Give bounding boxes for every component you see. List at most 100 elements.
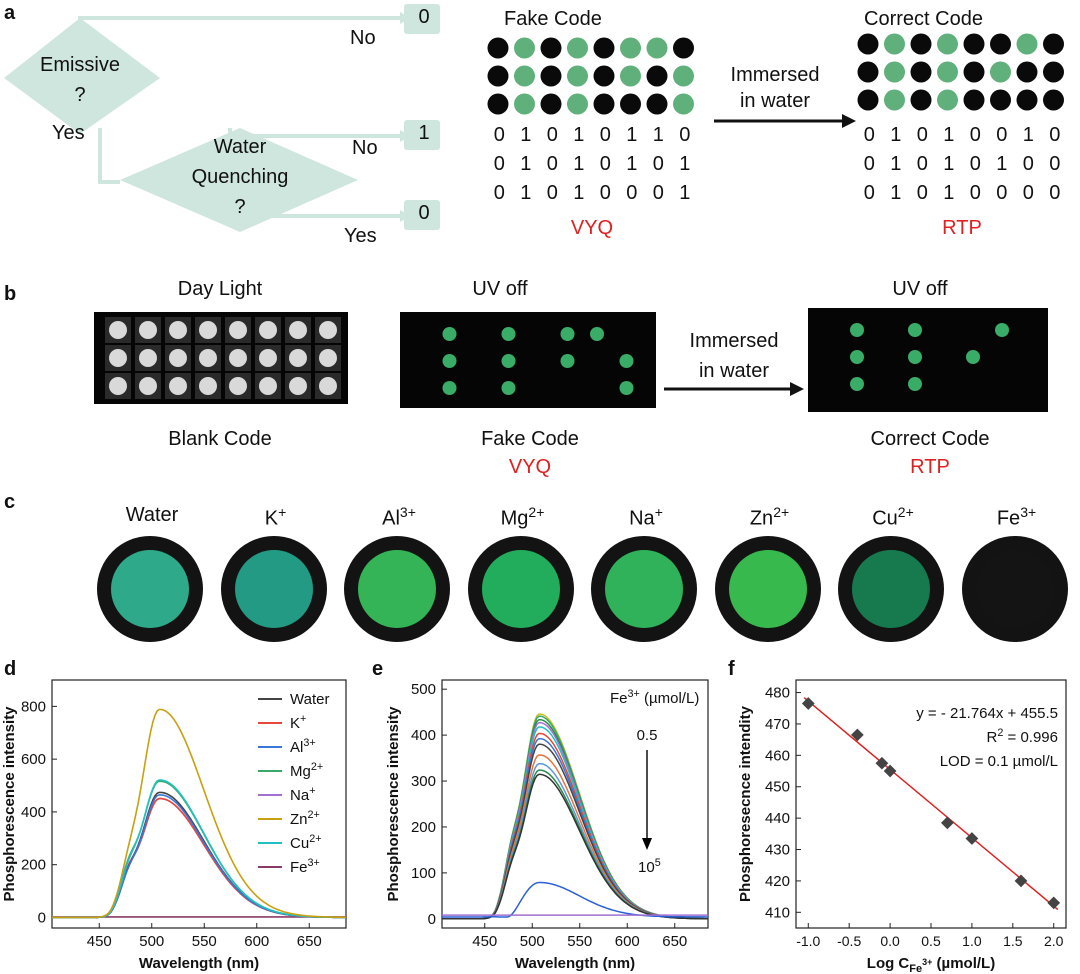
code-dot: [1016, 33, 1038, 55]
y-tick-label: 410: [765, 904, 790, 921]
code-dot: [567, 65, 588, 87]
fake-code-title: Fake Code: [504, 8, 602, 30]
ion-sample-dish: [838, 536, 944, 642]
x-tick-label: 450: [87, 933, 112, 950]
code-dot: [514, 93, 535, 115]
x-tick-label: 0.5: [921, 933, 941, 949]
code-dot: [620, 37, 641, 59]
y-tick-label: 200: [411, 819, 436, 836]
y-tick-label: 420: [765, 873, 790, 890]
y-tick-label: 500: [411, 681, 436, 698]
glowing-spot: [560, 354, 575, 368]
ion-sample-glow: [605, 550, 683, 628]
emissive-decision-diamond: [4, 18, 160, 134]
fit-lod: LOD = 0.1 µmol/L: [940, 753, 1058, 770]
code-dot: [514, 37, 535, 59]
output-box-mid: [404, 120, 440, 150]
fit-equation: y = - 21.764x + 455.5: [916, 705, 1058, 722]
correct-code-dot-grid: [857, 33, 1064, 111]
glowing-spot: [501, 381, 516, 395]
legend-label: K+: [290, 713, 306, 732]
data-point: [940, 816, 954, 830]
ion-sample-dish: [961, 536, 1068, 642]
y-tick-label: 400: [411, 727, 436, 744]
ion-sample-dish: [344, 536, 450, 642]
panel-label-e: e: [372, 658, 384, 680]
x-tick-label: 550: [192, 933, 217, 950]
code-digit: 0: [599, 182, 611, 204]
glowing-spot: [850, 377, 864, 391]
ion-sample-glow: [975, 550, 1054, 628]
concentration-arrow-head: [642, 838, 652, 850]
y-tick-label: 440: [765, 810, 790, 827]
blank-code-spot: [109, 321, 127, 339]
code-digit: 0: [916, 153, 928, 175]
blank-code-spot: [319, 377, 337, 395]
y-tick-label: 600: [21, 751, 46, 768]
data-point: [1014, 874, 1028, 888]
series-line-Zn2+: [52, 708, 346, 919]
code-digit: 1: [520, 124, 532, 146]
x-axis-label: Log CFe3+ (µmol/L): [867, 955, 995, 974]
code-digit: 0: [916, 124, 928, 146]
code-dot: [884, 33, 905, 55]
panel-label-a: a: [4, 2, 16, 24]
ion-sample-dish: [591, 536, 697, 642]
code-digit: 0: [916, 182, 928, 204]
code-dot: [1043, 89, 1064, 111]
code-dot: [593, 93, 615, 115]
blank-code-spot: [199, 377, 217, 395]
code-dot: [673, 37, 694, 59]
code-dot: [487, 37, 509, 59]
code-digit: 0: [679, 124, 691, 146]
panel-label-b: b: [4, 283, 17, 305]
water-quenching-question: Water Quenching?: [191, 136, 289, 218]
concentration-series-line: [442, 732, 708, 920]
concentration-series-line: [442, 726, 708, 920]
y-axis-label: Phosphoresecnce intendity: [737, 705, 754, 902]
code-dot: [910, 61, 932, 83]
code-digit: 1: [520, 153, 532, 175]
code-dot: [910, 33, 932, 55]
fit-line: [803, 697, 1059, 911]
x-tick-label: 1.0: [962, 933, 982, 949]
correct-code-caption: Correct Code: [870, 428, 990, 450]
code-digit: 0: [546, 182, 558, 204]
ion-sample-dish: [467, 536, 574, 642]
code-digit: 1: [943, 182, 955, 204]
fake-code-photo: [400, 312, 656, 408]
code-dot: [1043, 61, 1064, 83]
blank-code-spot: [289, 377, 307, 395]
code-dot: [540, 37, 562, 59]
chart-fe-concentration-spectra: 450 500 550 600 650 0 100 200 300 400 500 Wavelengt…: [385, 679, 709, 972]
y-tick-label: 450: [765, 779, 790, 796]
blank-code-spot: [139, 377, 157, 395]
label-yes-left: Yes: [52, 122, 85, 144]
blank-code-photo: [94, 312, 348, 404]
code-dot: [857, 33, 879, 55]
correct-code-title: Correct Code: [864, 8, 983, 30]
code-digit: 0: [863, 153, 875, 175]
code-digit: 0: [599, 124, 611, 146]
ion-sample-dish: [220, 536, 327, 642]
correct-code-word: RTP: [942, 217, 982, 239]
code-dot: [1016, 89, 1038, 111]
blank-code-spot: [169, 349, 187, 367]
glowing-spot: [850, 323, 864, 337]
x-tick-label: 650: [662, 933, 687, 950]
code-dot: [620, 93, 641, 115]
glowing-spot: [619, 381, 634, 395]
y-tick-label: 100: [411, 865, 436, 882]
code-digit: 1: [996, 153, 1008, 175]
ion-sample-label: Na+: [629, 504, 663, 530]
code-digit: 1: [573, 182, 585, 204]
code-digit: 0: [1049, 153, 1061, 175]
code-digit: 0: [546, 124, 558, 146]
blank-code-spot: [229, 321, 247, 339]
daylight-title: Day Light: [177, 278, 263, 300]
code-digit: 1: [573, 124, 585, 146]
glowing-spot: [619, 354, 634, 368]
legend-label: Cu2+: [290, 833, 322, 852]
code-digit: 1: [890, 182, 902, 204]
code-dot: [593, 37, 615, 59]
